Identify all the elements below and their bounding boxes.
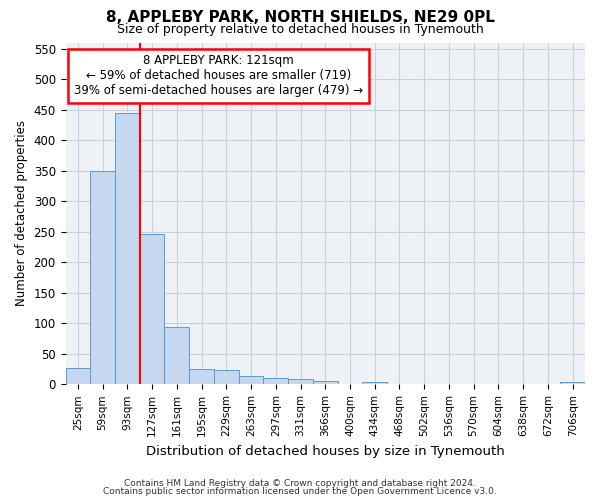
Bar xyxy=(560,382,585,384)
Bar xyxy=(214,370,239,384)
Bar xyxy=(140,234,164,384)
Bar xyxy=(362,382,387,384)
Bar xyxy=(263,378,288,384)
Bar xyxy=(90,172,115,384)
Bar xyxy=(164,327,189,384)
X-axis label: Distribution of detached houses by size in Tynemouth: Distribution of detached houses by size … xyxy=(146,444,505,458)
Text: 8 APPLEBY PARK: 121sqm
← 59% of detached houses are smaller (719)
39% of semi-de: 8 APPLEBY PARK: 121sqm ← 59% of detached… xyxy=(74,54,364,98)
Bar xyxy=(288,380,313,384)
Text: Size of property relative to detached houses in Tynemouth: Size of property relative to detached ho… xyxy=(116,22,484,36)
Text: 8, APPLEBY PARK, NORTH SHIELDS, NE29 0PL: 8, APPLEBY PARK, NORTH SHIELDS, NE29 0PL xyxy=(106,10,494,25)
Text: Contains public sector information licensed under the Open Government Licence v3: Contains public sector information licen… xyxy=(103,487,497,496)
Bar xyxy=(313,382,338,384)
Bar xyxy=(189,369,214,384)
Bar xyxy=(65,368,90,384)
Text: Contains HM Land Registry data © Crown copyright and database right 2024.: Contains HM Land Registry data © Crown c… xyxy=(124,478,476,488)
Y-axis label: Number of detached properties: Number of detached properties xyxy=(15,120,28,306)
Bar xyxy=(115,114,140,384)
Bar xyxy=(239,376,263,384)
